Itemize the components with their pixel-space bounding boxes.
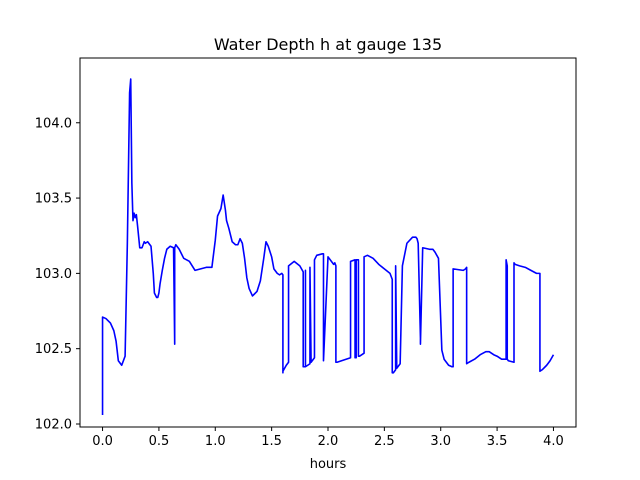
- x-tick-label: 1.5: [261, 434, 282, 449]
- x-tick-label: 3.0: [430, 434, 451, 449]
- x-tick-label: 4.0: [543, 434, 564, 449]
- chart-title: Water Depth h at gauge 135: [214, 35, 442, 54]
- axes-frame: [79, 57, 577, 428]
- y-tick-label: 104.0: [35, 116, 72, 131]
- x-tick-label: 3.5: [487, 434, 508, 449]
- plot-area: [101, 78, 555, 415]
- x-tick-label: 0.5: [149, 434, 170, 449]
- y-tick-label: 103.0: [35, 267, 72, 282]
- y-tick-label: 102.0: [35, 417, 72, 432]
- x-tick-label: 1.0: [205, 434, 226, 449]
- y-tick-label: 103.5: [35, 192, 72, 207]
- x-tick-label: 2.5: [374, 434, 395, 449]
- y-tick-label: 102.5: [35, 342, 72, 357]
- x-tick-label: 0.0: [92, 434, 113, 449]
- y-axis: 102.0 102.5 103.0 103.5 104.0: [35, 116, 80, 432]
- series-line-0: [101, 78, 555, 415]
- x-axis-label: hours: [310, 457, 347, 472]
- x-axis: 0.0 0.5 1.0 1.5 2.0 2.5 3.0 3.5 4.0: [92, 427, 564, 449]
- x-tick-label: 2.0: [318, 434, 339, 449]
